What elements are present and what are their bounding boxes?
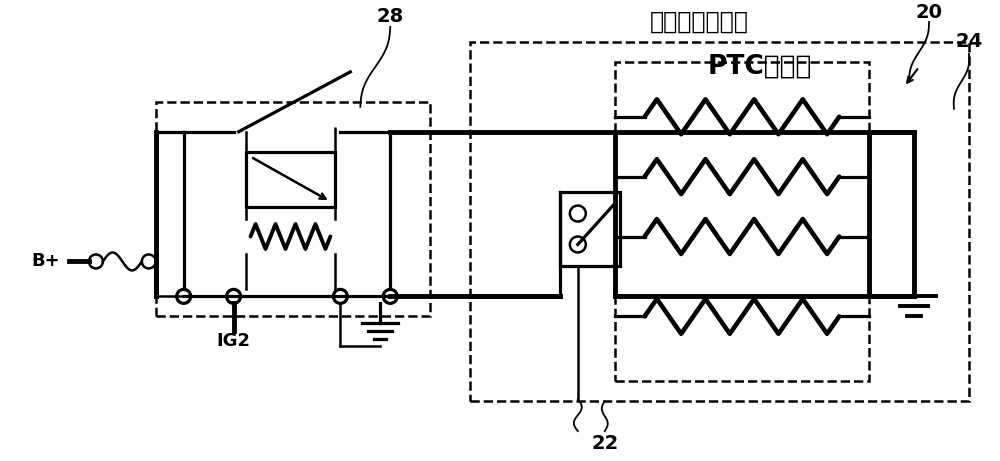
Text: PTC加热器: PTC加热器 xyxy=(707,54,812,80)
Bar xyxy=(615,62,869,381)
Bar xyxy=(560,192,620,266)
Text: 柴油燃料滤清器: 柴油燃料滤清器 xyxy=(650,10,749,34)
Bar xyxy=(246,152,335,207)
Text: 24: 24 xyxy=(955,32,983,52)
Bar xyxy=(156,102,430,316)
Text: 28: 28 xyxy=(377,7,404,26)
Text: 22: 22 xyxy=(591,433,618,453)
Text: B+: B+ xyxy=(32,253,60,271)
Text: IG2: IG2 xyxy=(217,332,251,350)
Text: 20: 20 xyxy=(916,2,943,22)
Bar xyxy=(470,42,969,401)
